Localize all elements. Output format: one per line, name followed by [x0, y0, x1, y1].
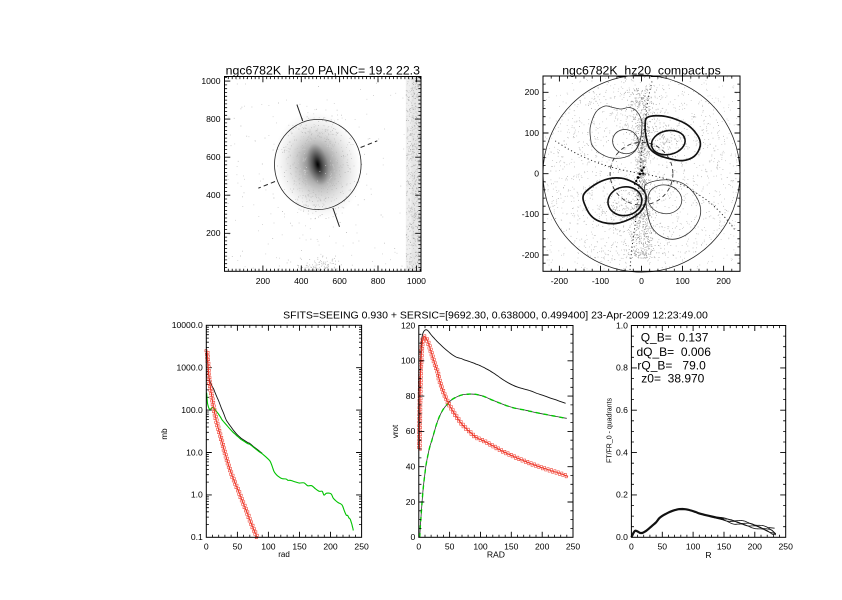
- svg-text:250: 250: [354, 542, 369, 552]
- svg-text:250: 250: [779, 542, 794, 552]
- svg-text:1000: 1000: [201, 76, 220, 86]
- svg-text:200: 200: [748, 542, 763, 552]
- svg-text:0.6: 0.6: [616, 405, 628, 415]
- svg-text:ngc6782K_hz20_compact.ps: ngc6782K_hz20_compact.ps: [562, 64, 721, 78]
- svg-text:20: 20: [406, 497, 416, 507]
- svg-text:200: 200: [323, 542, 338, 552]
- svg-text:200: 200: [716, 276, 731, 286]
- svg-text:0: 0: [639, 276, 644, 286]
- svg-text:250: 250: [566, 542, 581, 552]
- svg-text:RAD: RAD: [487, 550, 505, 560]
- svg-text:0.1: 0.1: [191, 532, 203, 542]
- svg-text:120: 120: [401, 320, 416, 330]
- svg-text:0.2: 0.2: [616, 490, 628, 500]
- svg-text:vrot: vrot: [391, 424, 400, 438]
- svg-text:100.0: 100.0: [181, 405, 203, 415]
- svg-text:FT/FR_0 - quadrants: FT/FR_0 - quadrants: [607, 398, 614, 463]
- svg-text:100: 100: [675, 276, 690, 286]
- svg-text:800: 800: [206, 114, 221, 124]
- svg-text:R: R: [705, 550, 711, 560]
- svg-text:600: 600: [206, 152, 221, 162]
- svg-text:100: 100: [401, 356, 416, 366]
- svg-text:0: 0: [411, 532, 416, 542]
- svg-text:mb: mb: [160, 428, 169, 440]
- svg-text:1000.0: 1000.0: [177, 363, 204, 373]
- svg-text:50: 50: [233, 542, 243, 552]
- svg-text:ngc6782K_hz20 PA,INC= 19.2 22.: ngc6782K_hz20 PA,INC= 19.2 22.3: [226, 64, 420, 78]
- svg-text:600: 600: [332, 276, 347, 286]
- svg-text:150: 150: [504, 542, 519, 552]
- svg-text:z0= 38.970: z0= 38.970: [641, 372, 704, 386]
- svg-text:100: 100: [473, 542, 488, 552]
- svg-text:0.8: 0.8: [616, 363, 628, 373]
- svg-text:200: 200: [525, 87, 540, 97]
- svg-text:1000: 1000: [407, 276, 426, 286]
- svg-text:-100: -100: [522, 209, 539, 219]
- svg-text:200: 200: [206, 228, 221, 238]
- svg-text:100: 100: [686, 542, 701, 552]
- svg-text:80: 80: [406, 391, 416, 401]
- svg-text:0: 0: [629, 542, 634, 552]
- svg-text:400: 400: [206, 190, 221, 200]
- svg-text:Q_B= 0.137: Q_B= 0.137: [641, 331, 709, 345]
- svg-text:150: 150: [717, 542, 732, 552]
- svg-text:40: 40: [406, 462, 416, 472]
- svg-text:dQ_B= 0.006: dQ_B= 0.006: [637, 345, 712, 359]
- svg-text:1.0: 1.0: [191, 490, 203, 500]
- svg-text:50: 50: [445, 542, 455, 552]
- svg-text:50: 50: [658, 542, 668, 552]
- svg-text:0: 0: [416, 542, 421, 552]
- svg-text:10.0: 10.0: [186, 447, 203, 457]
- svg-text:rad: rad: [278, 550, 290, 559]
- svg-text:0: 0: [204, 542, 209, 552]
- svg-text:0.0: 0.0: [616, 532, 628, 542]
- svg-text:800: 800: [371, 276, 386, 286]
- svg-text:0.4: 0.4: [616, 447, 628, 457]
- svg-text:100: 100: [525, 128, 540, 138]
- svg-text:100: 100: [261, 542, 276, 552]
- svg-text:200: 200: [535, 542, 550, 552]
- svg-text:-200: -200: [522, 250, 539, 260]
- svg-text:200: 200: [256, 276, 271, 286]
- svg-text:rQ_B= 79.0: rQ_B= 79.0: [637, 359, 706, 373]
- svg-text:-100: -100: [592, 276, 609, 286]
- svg-text:-200: -200: [551, 276, 568, 286]
- svg-text:150: 150: [292, 542, 307, 552]
- svg-text:1.0: 1.0: [616, 320, 628, 330]
- svg-text:10000.0: 10000.0: [172, 320, 203, 330]
- svg-text:SFITS=SEEING 0.930 + SERSIC=[9: SFITS=SEEING 0.930 + SERSIC=[9692.30, 0.…: [283, 310, 708, 322]
- svg-text:0: 0: [534, 169, 539, 179]
- svg-text:400: 400: [294, 276, 309, 286]
- svg-text:60: 60: [406, 426, 416, 436]
